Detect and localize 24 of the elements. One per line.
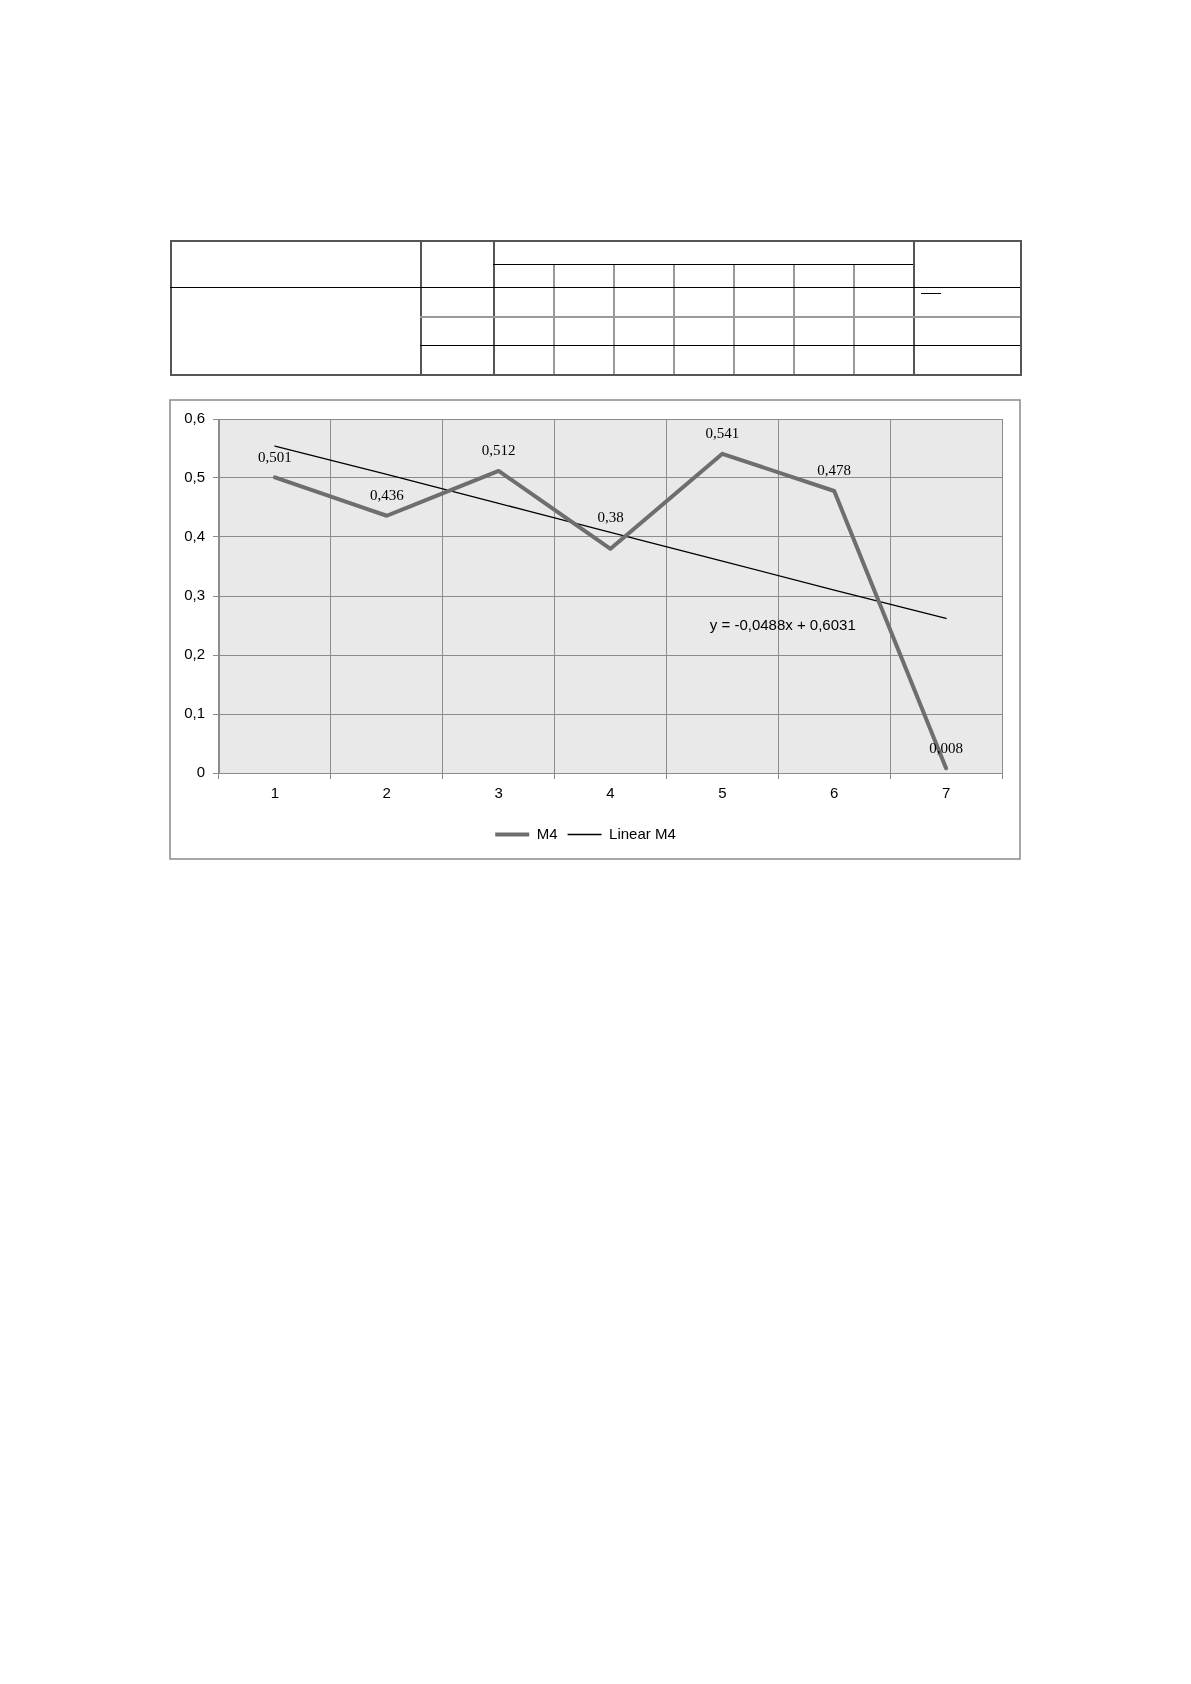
y-tick-label: 0 bbox=[196, 763, 205, 781]
y-tick-label: 0,1 bbox=[184, 704, 205, 722]
annotation: y = -0,0488x + 0,6031 bbox=[709, 616, 856, 634]
legend-label: M4 bbox=[536, 824, 558, 842]
y-tick-label: 0,3 bbox=[184, 586, 205, 604]
data-label: 0,501 bbox=[258, 448, 292, 465]
data-label: 0,38 bbox=[597, 508, 624, 525]
x-tick-label: 5 bbox=[718, 784, 727, 802]
x-tick-label: 2 bbox=[382, 784, 391, 802]
legend-label: Linear M4 bbox=[609, 824, 676, 842]
x-tick-label: 6 bbox=[830, 784, 839, 802]
data-label: 0,512 bbox=[481, 442, 516, 459]
x-tick-label: 3 bbox=[494, 784, 503, 802]
data-label: 0,436 bbox=[369, 487, 405, 504]
data-label: 0,541 bbox=[705, 425, 740, 442]
y-tick-label: 0,6 bbox=[184, 409, 205, 427]
y-tick-label: 0,5 bbox=[184, 468, 205, 486]
y-tick-label: 0,2 bbox=[184, 645, 205, 663]
data-label: 0,008 bbox=[929, 739, 963, 756]
x-tick-label: 4 bbox=[606, 784, 615, 802]
x-tick-label: 1 bbox=[270, 784, 280, 802]
x-tick-label: 7 bbox=[941, 784, 951, 802]
data-label: 0,478 bbox=[817, 462, 852, 479]
y-tick-label: 0,4 bbox=[184, 527, 205, 545]
